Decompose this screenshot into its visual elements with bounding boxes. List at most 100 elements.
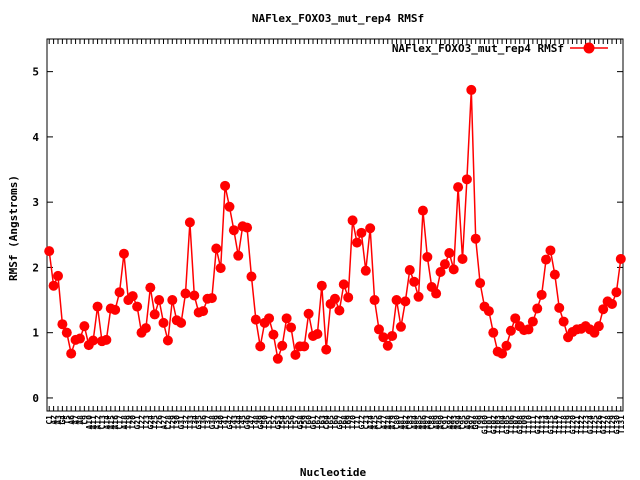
- data-point: [316, 280, 327, 291]
- data-point: [373, 324, 384, 335]
- data-point: [523, 324, 534, 335]
- x-tick-label: T110: [524, 415, 533, 434]
- x-tick-label: T60: [305, 415, 314, 430]
- series-group: [44, 84, 626, 364]
- x-tick-label: T51: [265, 415, 274, 430]
- x-tick-label: C17: [116, 415, 125, 430]
- x-tick-label: G35: [195, 415, 204, 430]
- x-tick-label: C13: [98, 415, 107, 430]
- data-point: [417, 205, 428, 216]
- data-point: [114, 287, 125, 298]
- x-tick-label: A10: [85, 415, 94, 430]
- x-tick-label: C88: [428, 415, 437, 430]
- data-point: [457, 253, 468, 264]
- data-point: [413, 291, 424, 302]
- data-point: [387, 330, 398, 341]
- x-tick-label: A18: [120, 415, 129, 430]
- x-tick-label: A14: [102, 415, 111, 430]
- x-tick-label: A92: [445, 415, 454, 430]
- x-tick-label: T71: [353, 415, 362, 430]
- x-tick-label: T20: [129, 415, 138, 430]
- x-tick-label: G108: [516, 415, 525, 434]
- data-point: [435, 266, 446, 277]
- legend-marker: [583, 42, 595, 54]
- x-tick-label: C76: [375, 415, 384, 430]
- data-point: [461, 174, 472, 185]
- data-point: [356, 227, 367, 238]
- data-point: [48, 280, 59, 291]
- x-tick-label: T52: [269, 415, 278, 430]
- x-tick-label: T47: [247, 415, 256, 430]
- x-tick-label: T69: [344, 415, 353, 430]
- data-point: [334, 305, 345, 316]
- x-tick-label: C83: [406, 415, 415, 430]
- data-point: [312, 328, 323, 339]
- x-tick-label: G130: [612, 415, 621, 434]
- data-point: [61, 327, 72, 338]
- data-point: [347, 215, 358, 226]
- data-point: [545, 245, 556, 256]
- data-point: [180, 288, 191, 299]
- x-tick-label: T32: [182, 415, 191, 430]
- x-tick-label: T129: [608, 415, 617, 434]
- x-tick-label: T113: [538, 415, 547, 434]
- data-point: [140, 323, 151, 334]
- y-tick-label: 2: [32, 261, 39, 274]
- x-tick-label: T30: [173, 415, 182, 430]
- x-tick-label: A94: [454, 415, 463, 430]
- data-point: [330, 293, 340, 304]
- data-point: [118, 248, 129, 259]
- data-point: [184, 217, 195, 228]
- y-tick-label: 1: [32, 327, 39, 340]
- x-tick-label: A82: [401, 415, 410, 430]
- x-tick-label: C39: [212, 415, 221, 430]
- data-point: [510, 313, 521, 324]
- data-point: [501, 340, 512, 351]
- x-tick-label: C9: [80, 415, 89, 425]
- x-tick-label: A6: [67, 415, 76, 425]
- x-tick-label: A86: [419, 415, 428, 430]
- x-tick-label: A7: [72, 415, 81, 425]
- data-point: [286, 322, 297, 333]
- x-tick-label: A11: [89, 415, 98, 430]
- data-point: [483, 306, 494, 317]
- data-point: [369, 295, 380, 306]
- data-point: [52, 270, 63, 281]
- x-tick-label: A2: [50, 415, 59, 425]
- x-tick-label: T116: [551, 415, 560, 434]
- x-tick-label: T44: [234, 415, 243, 430]
- data-point: [527, 316, 538, 327]
- data-point: [211, 243, 222, 254]
- data-point: [290, 349, 301, 360]
- data-point: [264, 313, 275, 324]
- plot-frame: [46, 38, 624, 412]
- x-tick-label: A84: [410, 415, 419, 430]
- data-point: [167, 295, 178, 306]
- data-point: [360, 265, 371, 276]
- data-point: [88, 335, 99, 346]
- data-point: [444, 248, 455, 259]
- x-tick-label: T99: [476, 415, 485, 430]
- data-point: [57, 319, 68, 330]
- x-tick-label: T123: [582, 415, 591, 434]
- x-tick-label: T48: [252, 415, 261, 430]
- legend: NAFlex_FOXO3_mut_rep4 RMSf: [392, 42, 608, 55]
- x-tick-label: T107: [511, 415, 520, 434]
- data-point: [593, 321, 604, 332]
- x-tick-label: T70: [349, 415, 358, 430]
- x-axis-label: Nucleotide: [300, 466, 367, 479]
- x-tick-label: T34: [190, 415, 199, 430]
- data-point: [607, 298, 618, 309]
- data-point: [466, 84, 477, 95]
- x-tick-label: A74: [366, 415, 375, 430]
- x-tick-label: C95: [459, 415, 468, 430]
- x-tick-label: G100: [480, 415, 489, 434]
- x-tick-label: C80: [393, 415, 402, 430]
- data-point: [470, 233, 481, 244]
- x-tick-label: G49: [256, 415, 265, 430]
- x-tick-label: G53: [274, 415, 283, 430]
- x-tick-label: A90: [437, 415, 446, 430]
- data-point: [303, 308, 314, 319]
- data-point: [272, 353, 283, 364]
